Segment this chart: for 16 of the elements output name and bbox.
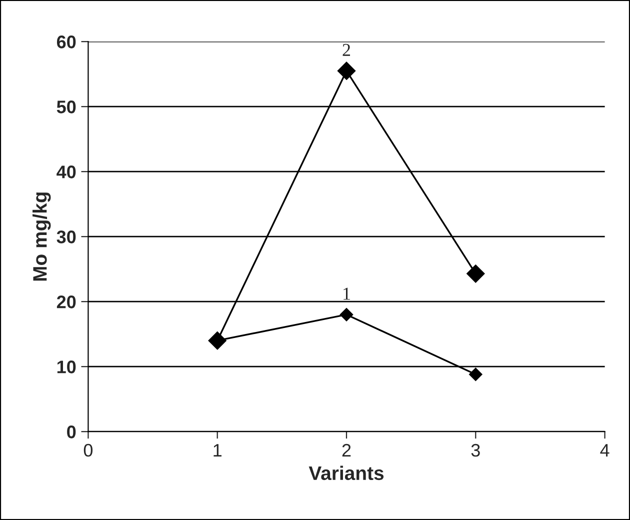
series-label: 1: [344, 288, 350, 300]
x-axis-title: Variants: [308, 466, 384, 480]
y-tick-label: 10: [57, 360, 76, 374]
x-tick-label: 4: [600, 444, 610, 456]
x-tick-label: 1: [214, 444, 222, 456]
series-label: 2: [342, 44, 350, 56]
x-tick-label: 2: [342, 444, 351, 456]
y-axis-title: Mo mg/kg: [32, 192, 51, 281]
y-tick-label: 60: [56, 36, 76, 48]
y-tick-label: 50: [56, 100, 76, 114]
y-tick-label: 40: [56, 166, 76, 178]
x-tick-label: 0: [84, 444, 93, 457]
y-tick-label: 30: [56, 230, 76, 244]
y-tick-label: 0: [67, 426, 76, 438]
y-tick-label: 20: [56, 296, 76, 308]
x-tick-label: 3: [471, 444, 480, 457]
